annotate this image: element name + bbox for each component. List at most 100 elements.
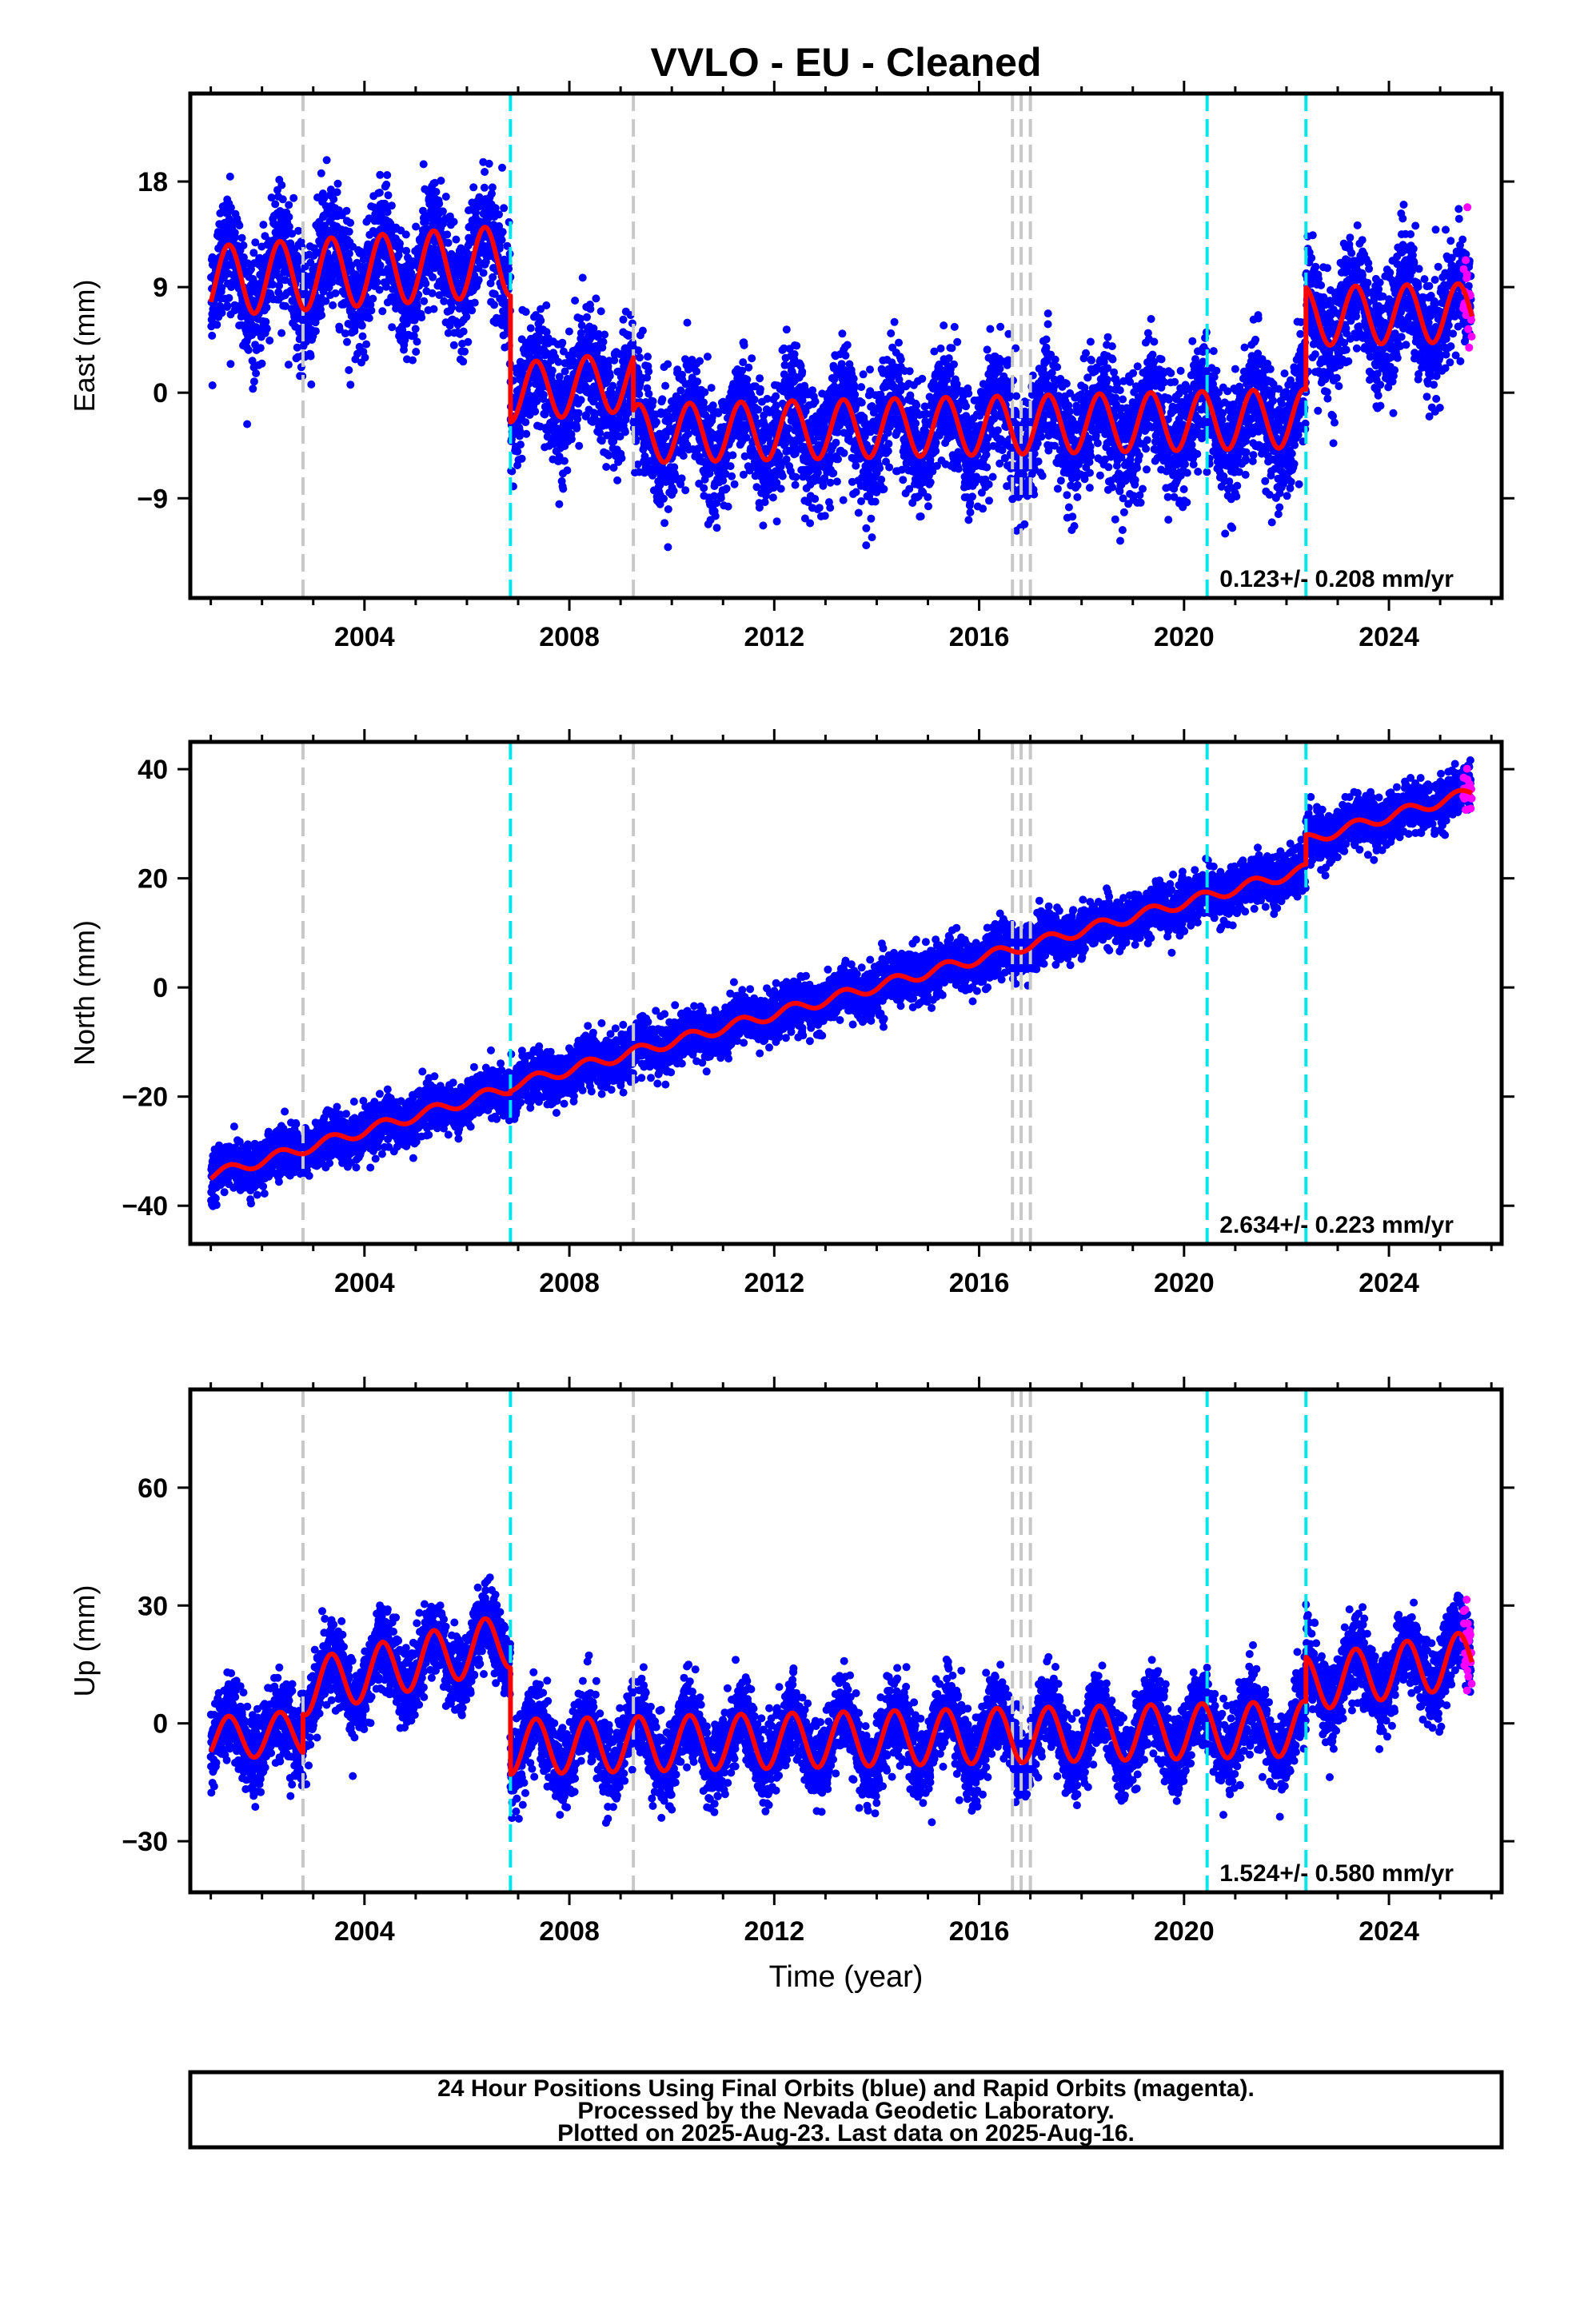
- data-point: [660, 495, 668, 503]
- data-point: [984, 345, 991, 353]
- data-point: [968, 492, 976, 500]
- data-point: [226, 173, 234, 181]
- data-point: [712, 512, 720, 520]
- data-point: [464, 338, 472, 346]
- data-point: [618, 454, 626, 462]
- data-point: [983, 464, 991, 472]
- data-point: [317, 169, 325, 177]
- data-point: [385, 191, 393, 199]
- data-point: [307, 381, 315, 389]
- data-point: [285, 223, 293, 231]
- final-orbit-points: [207, 156, 1475, 551]
- data-point: [563, 466, 571, 474]
- data-point: [985, 480, 993, 488]
- data-point: [862, 524, 870, 532]
- data-point: [498, 236, 506, 244]
- data-point: [346, 219, 354, 227]
- data-point: [812, 397, 820, 405]
- data-point: [940, 321, 948, 329]
- chart-title: VVLO - EU - Cleaned: [651, 40, 1042, 85]
- data-point: [783, 325, 791, 333]
- data-point: [840, 449, 848, 457]
- data-point: [461, 348, 469, 356]
- data-point: [924, 493, 932, 501]
- data-point: [955, 465, 963, 473]
- data-point: [772, 393, 780, 401]
- data-point: [834, 455, 842, 463]
- plot-area: [207, 94, 1476, 598]
- data-point: [833, 477, 841, 485]
- data-point: [452, 236, 460, 244]
- data-point: [376, 189, 384, 197]
- data-point: [857, 383, 865, 391]
- data-point: [409, 357, 417, 365]
- data-point: [951, 323, 959, 331]
- data-point: [704, 353, 712, 361]
- data-point: [868, 533, 876, 541]
- data-point: [948, 344, 956, 352]
- data-point: [226, 360, 234, 368]
- data-point: [382, 181, 390, 189]
- data-point: [979, 504, 987, 512]
- data-point: [450, 218, 458, 226]
- data-point: [880, 485, 888, 493]
- data-point: [606, 372, 614, 380]
- data-point: [518, 455, 526, 463]
- data-point: [634, 346, 642, 354]
- data-point: [513, 448, 521, 456]
- data-point: [613, 476, 621, 484]
- data-point: [866, 365, 874, 373]
- data-point: [962, 402, 970, 410]
- data-point: [420, 297, 428, 305]
- data-point: [924, 502, 932, 510]
- data-point: [693, 377, 701, 385]
- data-point: [649, 397, 657, 405]
- data-point: [555, 500, 563, 508]
- data-point: [600, 338, 608, 346]
- data-point: [490, 301, 498, 309]
- data-point: [769, 493, 777, 501]
- data-point: [906, 367, 914, 375]
- data-point: [713, 524, 721, 532]
- data-point: [573, 425, 581, 433]
- data-point: [209, 381, 217, 389]
- data-point: [967, 508, 975, 516]
- data-point: [480, 269, 488, 277]
- data-point: [832, 439, 840, 447]
- data-point: [345, 249, 353, 257]
- data-point: [838, 329, 846, 337]
- data-point: [223, 301, 231, 309]
- data-point: [891, 318, 899, 326]
- data-point: [568, 435, 576, 443]
- data-point: [577, 396, 585, 404]
- data-point: [285, 213, 293, 221]
- data-point: [571, 297, 579, 305]
- data-point: [731, 480, 739, 488]
- data-point: [531, 408, 539, 416]
- data-point: [575, 409, 583, 417]
- data-point: [495, 210, 503, 218]
- data-point: [450, 341, 458, 349]
- data-point: [583, 313, 591, 321]
- data-point: [885, 464, 893, 472]
- data-point: [664, 505, 672, 513]
- data-point: [676, 386, 684, 394]
- data-point: [696, 357, 704, 365]
- data-point: [986, 325, 994, 333]
- data-point: [884, 447, 892, 455]
- data-point: [367, 306, 375, 314]
- data-point: [439, 207, 447, 215]
- data-point: [373, 278, 381, 286]
- data-point: [289, 194, 297, 202]
- data-point: [435, 200, 443, 208]
- data-point: [678, 474, 686, 482]
- data-point: [245, 346, 253, 354]
- data-point: [826, 504, 834, 512]
- data-point: [429, 273, 437, 281]
- data-point: [884, 440, 892, 448]
- data-point: [596, 429, 604, 437]
- data-point: [468, 306, 476, 314]
- data-point: [343, 207, 351, 215]
